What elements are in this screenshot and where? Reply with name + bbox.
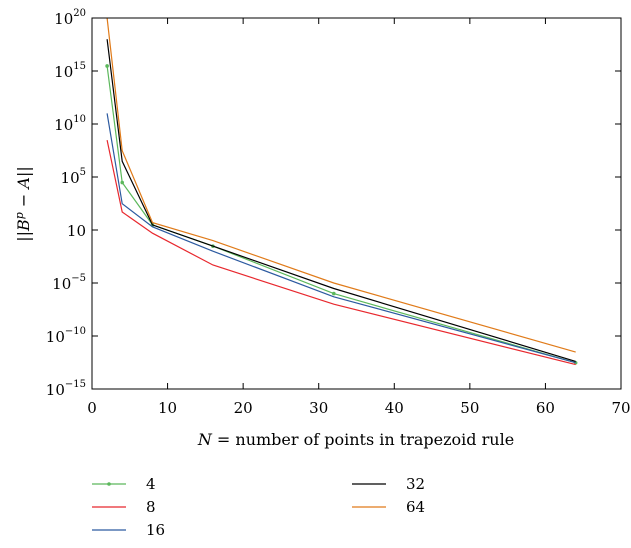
series-line-8	[106, 139, 576, 366]
legend-marker	[107, 482, 111, 486]
x-axis-label-variable: N	[197, 430, 213, 449]
legend-item-32: 32	[352, 475, 425, 493]
x-tick-label: 40	[385, 399, 404, 417]
y-tick-label: 10−15	[46, 379, 86, 399]
y-tick-label: 10−5	[52, 273, 86, 293]
x-tick-label: 10	[158, 399, 177, 417]
legend: 4 8 16 32 64	[92, 475, 425, 539]
x-tick-label: 50	[460, 399, 479, 417]
x-tick-label: 70	[611, 399, 630, 417]
x-tick-label: 0	[87, 399, 97, 417]
legend-item-8: 8	[92, 498, 156, 516]
legend-item-16: 16	[92, 521, 165, 539]
y-tick-label: 105	[61, 167, 86, 187]
y-tick-label: 1010	[54, 114, 86, 134]
legend-label: 64	[406, 498, 425, 516]
series-point-4	[120, 180, 125, 185]
legend-label: 32	[406, 475, 425, 493]
legend-item-4: 4	[92, 475, 156, 493]
x-axis-ticks: 0 10 20 30 40 50 60 70	[87, 18, 631, 417]
y-axis-label: ||Bp − A||	[13, 166, 33, 242]
x-tick-label: 30	[309, 399, 328, 417]
x-tick-label: 20	[234, 399, 253, 417]
legend-label: 16	[146, 521, 165, 539]
y-tick-label: 10−10	[46, 326, 86, 346]
legend-label: 4	[146, 475, 156, 493]
x-axis-label: N = number of points in trapezoid rule	[197, 430, 514, 449]
series-line-32	[106, 39, 576, 362]
series-line-16	[106, 113, 576, 364]
x-tick-label: 60	[536, 399, 555, 417]
series-point-4	[105, 64, 109, 68]
plot-marks	[105, 17, 578, 366]
series-point-4	[332, 291, 336, 296]
x-axis-label-text: = number of points in trapezoid rule	[212, 430, 514, 449]
plot-frame	[91, 17, 622, 390]
series-line-4	[106, 65, 576, 364]
series-line-64	[106, 17, 576, 353]
legend-label: 8	[146, 498, 156, 516]
legend-item-64: 64	[352, 498, 425, 516]
y-axis-ticks: 10−15 10−10 10−5 10 105 1010 1015 1020	[46, 8, 621, 399]
y-tick-label: 10	[67, 222, 86, 240]
y-tick-label: 1020	[54, 8, 86, 28]
y-tick-label: 1015	[54, 61, 86, 81]
